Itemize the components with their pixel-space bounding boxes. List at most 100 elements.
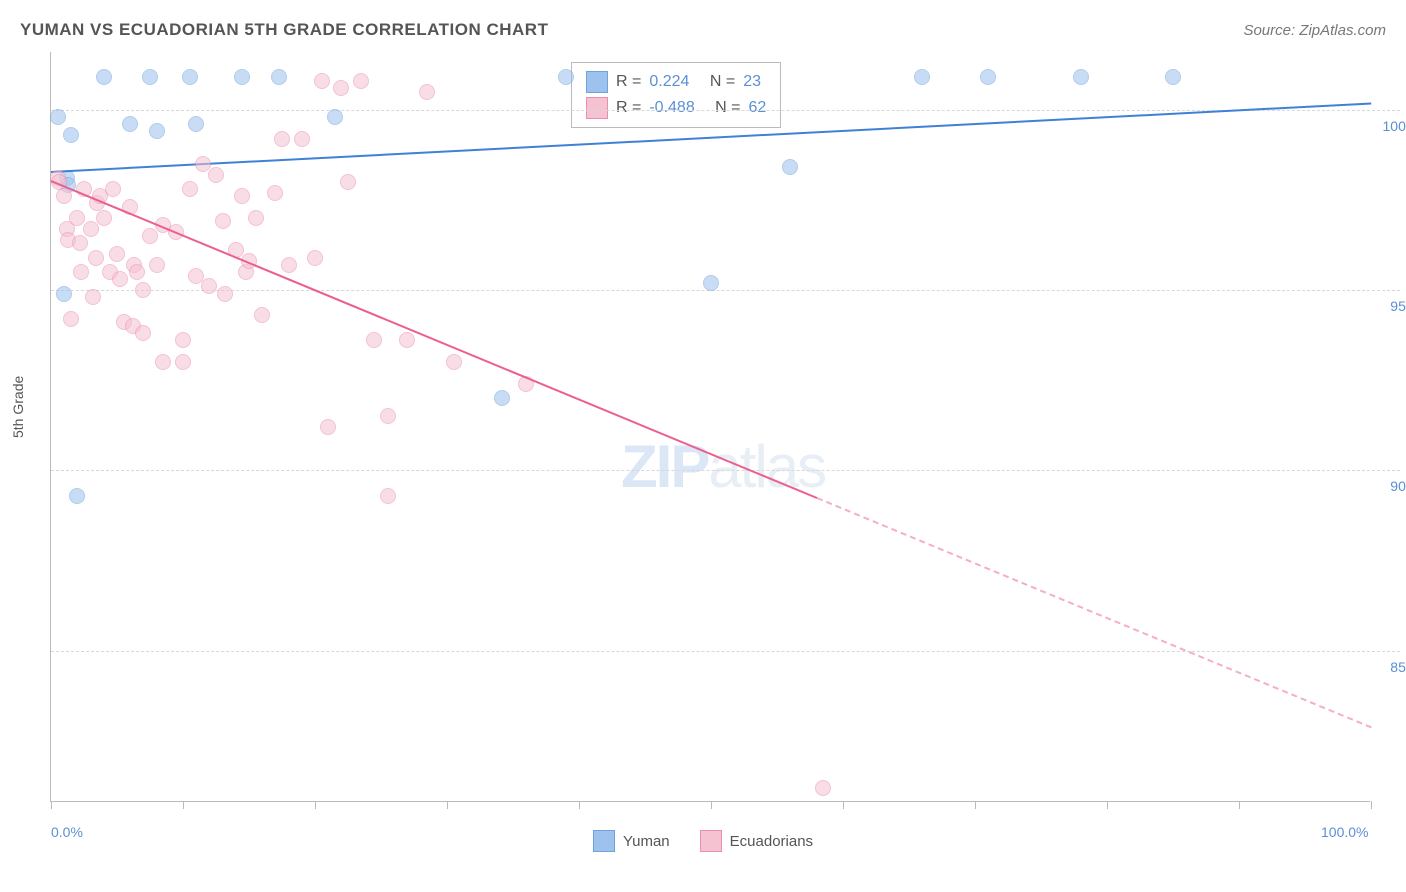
scatter-point [558,69,574,85]
gridline [51,651,1400,652]
scatter-point [274,131,290,147]
scatter-point [96,210,112,226]
y-tick-label: 100.0% [1383,118,1406,134]
scatter-point [83,221,99,237]
scatter-point [380,408,396,424]
scatter-point [333,80,349,96]
watermark-bold: ZIP [621,433,708,500]
scatter-point [73,264,89,280]
scatter-point [122,116,138,132]
scatter-point [1165,69,1181,85]
scatter-point [366,332,382,348]
legend-swatch-ecuadorians [700,830,722,852]
scatter-point [294,131,310,147]
scatter-point [96,69,112,85]
x-tick [975,801,976,809]
gridline [51,290,1400,291]
legend-item-ecuadorians: Ecuadorians [700,830,813,852]
scatter-point [248,210,264,226]
scatter-point [703,275,719,291]
legend-label-ecuadorians: Ecuadorians [730,833,813,850]
scatter-point [188,116,204,132]
scatter-point [149,257,165,273]
scatter-point [254,307,270,323]
scatter-point [129,264,145,280]
scatter-point [88,250,104,266]
x-tick [1239,801,1240,809]
scatter-point [327,109,343,125]
scatter-point [782,159,798,175]
scatter-point [215,213,231,229]
stats-n-label: N = [715,99,740,117]
scatter-point [271,69,287,85]
scatter-point [380,488,396,504]
trend-line [51,180,817,499]
scatter-point [419,84,435,100]
scatter-point [234,188,250,204]
scatter-point [208,167,224,183]
x-tick [51,801,52,809]
scatter-point [112,271,128,287]
scatter-point [109,246,125,262]
scatter-point [980,69,996,85]
scatter-point [149,123,165,139]
stats-n-label: N = [710,73,735,91]
scatter-point [314,73,330,89]
scatter-point [307,250,323,266]
scatter-point [320,419,336,435]
scatter-point [340,174,356,190]
scatter-point [353,73,369,89]
y-axis-label: 5th Grade [10,376,26,438]
legend-swatch-yuman [593,830,615,852]
gridline [51,470,1400,471]
stats-r-yuman: 0.224 [649,73,689,91]
scatter-point [267,185,283,201]
swatch-yuman [586,71,608,93]
chart-title: YUMAN VS ECUADORIAN 5TH GRADE CORRELATIO… [20,20,548,40]
scatter-point [155,354,171,370]
trend-line [816,497,1371,728]
stats-box: R = 0.224 N = 23 R = -0.488 N = 62 [571,62,781,128]
scatter-point [399,332,415,348]
stats-r-label: R = [616,73,641,91]
scatter-point [217,286,233,302]
x-tick [579,801,580,809]
scatter-point [85,289,101,305]
scatter-point [135,325,151,341]
scatter-point [72,235,88,251]
x-tick [183,801,184,809]
scatter-point [494,390,510,406]
y-tick-label: 90.0% [1390,478,1406,494]
scatter-point [1073,69,1089,85]
stats-r-ecuadorians: -0.488 [649,99,694,117]
scatter-point [63,127,79,143]
x-tick [711,801,712,809]
x-tick [843,801,844,809]
stats-row-yuman: R = 0.224 N = 23 [586,69,766,95]
scatter-point [63,311,79,327]
scatter-point [914,69,930,85]
scatter-point [234,69,250,85]
x-tick [447,801,448,809]
scatter-point [446,354,462,370]
scatter-point [142,69,158,85]
watermark-thin: atlas [708,433,825,500]
scatter-point [142,228,158,244]
y-tick-label: 95.0% [1390,298,1406,314]
scatter-point [182,69,198,85]
scatter-point [281,257,297,273]
stats-n-ecuadorians: 62 [749,99,767,117]
swatch-ecuadorians [586,97,608,119]
x-tick [1371,801,1372,809]
scatter-point [69,488,85,504]
y-tick-label: 85.0% [1390,659,1406,675]
x-tick [1107,801,1108,809]
scatter-point [56,188,72,204]
scatter-point [56,286,72,302]
scatter-point [175,332,191,348]
legend-item-yuman: Yuman [593,830,670,852]
scatter-point [175,354,191,370]
scatter-point [135,282,151,298]
stats-row-ecuadorians: R = -0.488 N = 62 [586,95,766,121]
scatter-point [815,780,831,796]
